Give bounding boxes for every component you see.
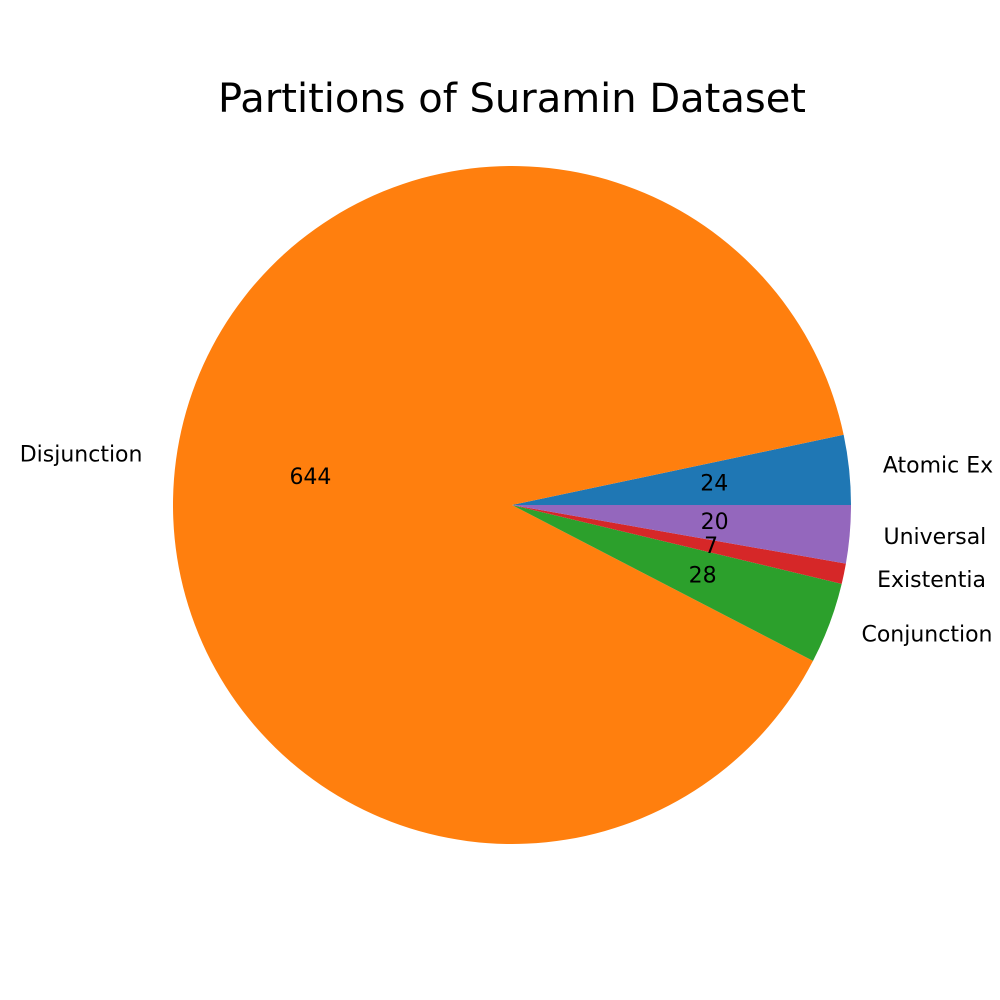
slice-label-atomic-ex: Atomic Ex [883,454,993,479]
pie-slice-conjunction [512,505,842,661]
slice-value-existentia: 7 [704,534,718,559]
chart-title: Partitions of Suramin Dataset [218,76,806,122]
slice-value-universal: 20 [701,510,729,535]
slice-value-conjunction: 28 [689,563,717,588]
slice-label-disjunction: Disjunction [20,442,143,467]
value-labels: 24 644 28 720 [289,465,728,588]
slice-label-conjunction: Conjunction [861,623,992,648]
pie-slice-existentia [512,505,846,584]
pie-slice-disjunction [172,166,844,845]
category-labels: Atomic Ex Disjunction Conjunction Existenti… [20,442,993,647]
slice-label-existentia: Existentia [877,568,986,593]
slice-value-atomic-ex: 24 [700,471,728,496]
slice-label-universal: Universal [883,525,986,550]
pie-slice-atomic-ex [512,434,851,505]
pie-slices [172,166,851,845]
slice-value-disjunction: 644 [289,465,331,490]
pie-slice-universal [512,505,851,564]
